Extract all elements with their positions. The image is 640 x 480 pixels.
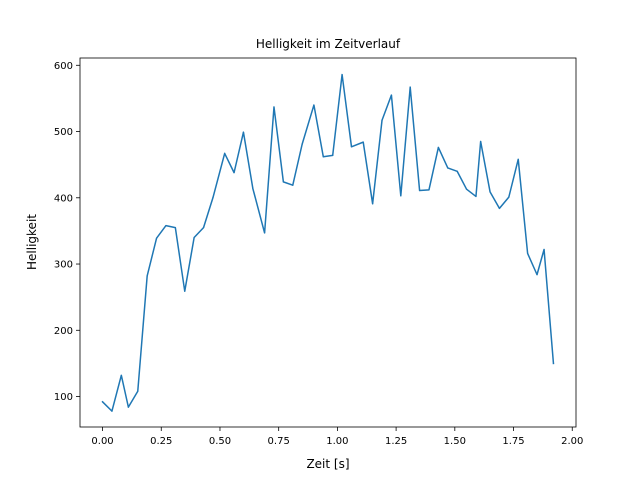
data-point bbox=[418, 189, 421, 192]
x-tick-label: 0.50 bbox=[209, 436, 231, 447]
x-tick-label: 0.25 bbox=[150, 436, 172, 447]
data-point bbox=[252, 187, 254, 190]
data-point bbox=[224, 152, 226, 154]
x-tick-label: 0.00 bbox=[91, 436, 113, 447]
data-point bbox=[390, 94, 393, 96]
data-point bbox=[552, 362, 555, 364]
data-point bbox=[120, 374, 122, 376]
data-point bbox=[242, 131, 245, 133]
data-point bbox=[527, 252, 529, 255]
data-point bbox=[101, 401, 104, 403]
data-point bbox=[212, 197, 214, 199]
data-point bbox=[437, 146, 439, 149]
data-point bbox=[409, 86, 411, 88]
y-tick-label: 500 bbox=[54, 127, 73, 138]
data-point bbox=[536, 274, 538, 276]
data-point bbox=[202, 226, 205, 229]
data-point bbox=[146, 275, 148, 277]
y-tick-label: 600 bbox=[54, 61, 73, 72]
data-point bbox=[381, 119, 383, 121]
data-point bbox=[165, 225, 167, 227]
data-point bbox=[350, 146, 353, 148]
data-point bbox=[400, 195, 402, 197]
data-point bbox=[456, 170, 458, 172]
y-tick-label: 100 bbox=[54, 392, 73, 403]
data-point bbox=[428, 189, 430, 191]
data-point bbox=[489, 191, 491, 193]
data-point bbox=[498, 207, 501, 209]
data-point bbox=[233, 172, 235, 174]
data-point bbox=[447, 167, 449, 169]
data-point bbox=[184, 290, 186, 292]
x-tick-label: 0.75 bbox=[268, 436, 290, 447]
data-point bbox=[341, 73, 343, 76]
y-tick-label: 200 bbox=[54, 326, 73, 337]
data-point bbox=[111, 410, 113, 412]
x-tick-label: 1.75 bbox=[502, 436, 524, 447]
data-point bbox=[127, 406, 129, 408]
y-tick-label: 400 bbox=[54, 193, 73, 204]
x-axis-label: Zeit [s] bbox=[306, 457, 349, 471]
data-point bbox=[193, 236, 195, 239]
data-point bbox=[301, 143, 303, 145]
y-axis-label: Helligkeit bbox=[25, 214, 39, 270]
data-point bbox=[282, 181, 284, 183]
data-point bbox=[174, 226, 176, 229]
x-tick-label: 1.00 bbox=[326, 436, 348, 447]
data-point bbox=[155, 237, 158, 239]
data-point bbox=[517, 158, 519, 160]
data-point bbox=[273, 106, 275, 108]
data-point bbox=[332, 154, 334, 156]
y-tick-label: 300 bbox=[54, 260, 73, 271]
data-point bbox=[372, 203, 374, 205]
data-point bbox=[543, 248, 545, 251]
data-point bbox=[313, 104, 315, 106]
data-point bbox=[137, 390, 139, 392]
data-point bbox=[362, 141, 364, 143]
x-tick-label: 2.00 bbox=[561, 436, 583, 447]
data-point bbox=[508, 196, 510, 198]
data-point bbox=[263, 232, 266, 234]
x-tick-label: 1.25 bbox=[385, 436, 407, 447]
x-tick-label: 1.50 bbox=[444, 436, 466, 447]
data-point bbox=[322, 156, 324, 158]
data-point bbox=[465, 188, 468, 190]
data-point bbox=[480, 140, 482, 143]
chart-title: Helligkeit im Zeitverlauf bbox=[256, 37, 401, 51]
plot-frame bbox=[79, 57, 577, 428]
data-point bbox=[292, 184, 294, 186]
plot-area bbox=[101, 73, 555, 412]
data-point bbox=[475, 195, 477, 198]
